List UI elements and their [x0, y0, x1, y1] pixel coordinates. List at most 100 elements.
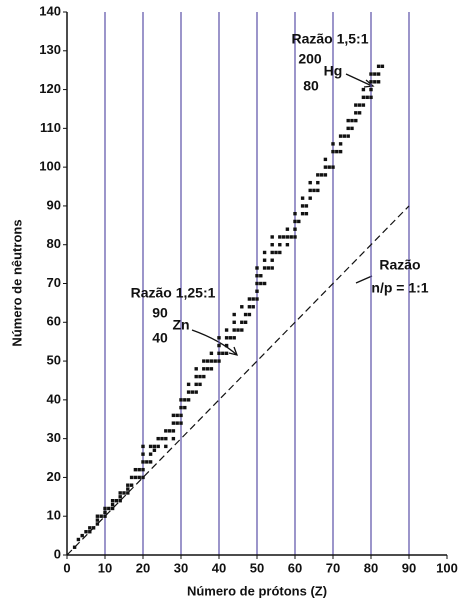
point — [243, 312, 248, 317]
point — [145, 460, 149, 464]
point — [319, 173, 324, 177]
point — [304, 211, 309, 216]
point — [76, 537, 81, 542]
point — [164, 444, 168, 449]
point — [240, 320, 244, 324]
point — [164, 429, 168, 433]
point — [148, 460, 153, 464]
point — [194, 390, 198, 394]
x-tick-label: 50 — [250, 560, 264, 575]
y-tick-label: 10 — [47, 508, 61, 523]
point — [186, 398, 191, 402]
point — [354, 103, 358, 107]
point — [281, 235, 286, 239]
point — [346, 126, 350, 131]
point — [202, 359, 206, 363]
point — [209, 359, 214, 363]
point — [357, 111, 362, 115]
point — [141, 475, 145, 480]
point — [183, 405, 187, 410]
point — [137, 467, 141, 472]
point — [129, 475, 134, 480]
annotation: 80 — [303, 78, 319, 94]
point — [217, 343, 221, 348]
point — [217, 351, 221, 356]
point — [190, 390, 195, 394]
arrows — [191, 73, 375, 356]
point — [232, 312, 236, 317]
point — [251, 297, 255, 301]
point — [262, 250, 267, 255]
point — [95, 518, 100, 522]
point — [198, 382, 202, 387]
point — [293, 219, 297, 224]
y-tick-label: 0 — [54, 546, 61, 561]
point — [270, 243, 274, 247]
arrow — [355, 275, 373, 284]
point — [118, 491, 122, 495]
y-tick-label: 60 — [47, 314, 61, 329]
point — [209, 351, 214, 356]
point — [141, 460, 145, 464]
point — [88, 526, 92, 530]
point — [373, 80, 377, 84]
point — [361, 87, 366, 92]
point — [118, 499, 122, 503]
point — [141, 444, 145, 449]
x-tick-label: 70 — [326, 560, 340, 575]
point — [323, 173, 328, 177]
point — [300, 204, 305, 208]
point — [186, 390, 191, 394]
point — [289, 235, 293, 239]
point — [167, 429, 172, 433]
point — [361, 95, 366, 100]
point — [175, 413, 179, 418]
point — [91, 526, 96, 530]
point — [274, 250, 278, 255]
arrow-head — [363, 79, 375, 88]
point — [126, 487, 130, 491]
point — [171, 436, 176, 441]
point — [99, 514, 103, 518]
point — [300, 196, 305, 200]
point — [156, 444, 160, 449]
point — [331, 142, 335, 146]
point — [243, 320, 248, 324]
y-tick-label: 110 — [40, 120, 61, 135]
annotation: 200 — [298, 51, 322, 67]
point — [285, 227, 290, 231]
point — [369, 72, 373, 76]
point — [300, 211, 305, 216]
point — [357, 103, 362, 107]
point — [133, 467, 138, 472]
point — [217, 359, 221, 363]
point — [126, 491, 130, 495]
annotation: Razão — [379, 257, 420, 273]
point — [183, 398, 187, 402]
point — [255, 289, 259, 293]
point — [346, 118, 350, 123]
point — [114, 499, 119, 503]
point — [316, 188, 320, 193]
point — [224, 351, 229, 356]
point — [342, 134, 347, 138]
point — [148, 452, 153, 456]
point — [369, 80, 373, 84]
y-tick-label: 20 — [47, 469, 61, 484]
point — [262, 258, 267, 262]
point — [107, 506, 111, 511]
point — [331, 149, 335, 154]
point — [316, 180, 320, 185]
point — [221, 351, 225, 356]
point — [338, 134, 343, 138]
point — [133, 475, 138, 480]
point — [103, 510, 107, 515]
point — [179, 398, 183, 402]
point — [232, 336, 236, 340]
point — [308, 196, 312, 200]
point — [84, 530, 88, 534]
point — [224, 343, 229, 348]
point — [350, 118, 354, 123]
point — [171, 413, 176, 418]
point — [278, 243, 282, 247]
